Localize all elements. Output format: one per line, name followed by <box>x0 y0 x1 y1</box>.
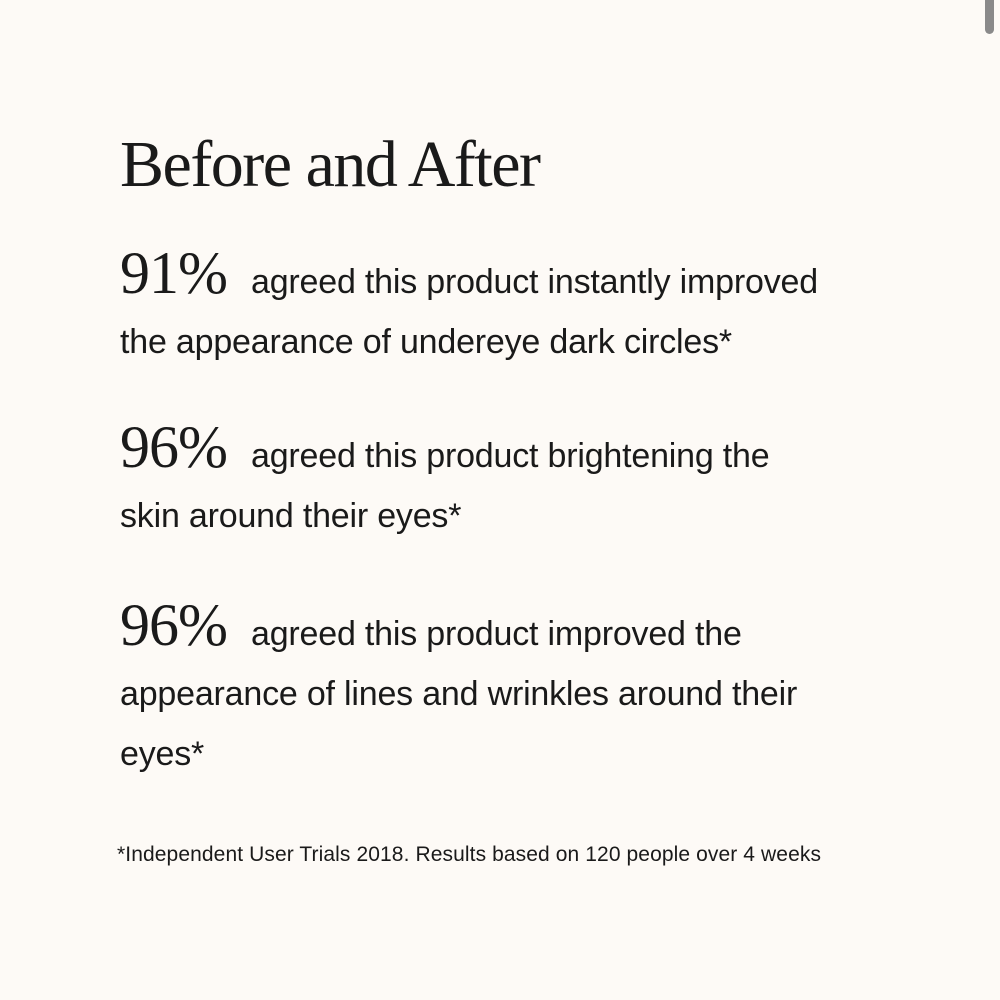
stat-block-dark-circles: 91% agreed this product instantly improve… <box>120 243 895 372</box>
stat-value: 96% <box>120 592 228 658</box>
stat-block-brightening: 96% agreed this product brightening the s… <box>120 417 895 546</box>
scrollbar-thumb[interactable] <box>985 0 994 34</box>
stat-value: 91% <box>120 240 228 306</box>
stat-block-lines-wrinkles: 96% agreed this product improved the appe… <box>120 595 895 784</box>
stat-text-line: eyes* <box>120 735 205 773</box>
stat-text-line: agreed this product improved the <box>250 615 742 653</box>
page-title: Before and After <box>120 128 541 201</box>
stat-text-line: agreed this product instantly improved <box>250 263 818 301</box>
stat-text-line: appearance of lines and wrinkles around … <box>120 675 798 713</box>
stat-text-line: the appearance of undereye dark circles* <box>120 323 732 361</box>
stat-value: 96% <box>120 414 228 480</box>
footnote: *Independent User Trials 2018. Results b… <box>117 843 822 866</box>
stat-text-line: agreed this product brightening the <box>250 437 770 475</box>
stat-text-line: skin around their eyes* <box>120 497 462 535</box>
